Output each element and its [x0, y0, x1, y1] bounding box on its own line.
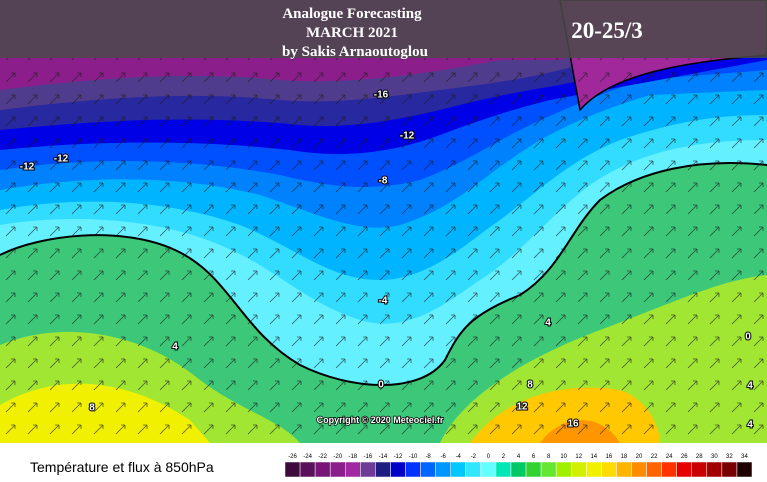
contour-label: -12: [20, 162, 35, 173]
colorbar-cell: [495, 461, 512, 478]
colorbar-cell: [390, 461, 406, 478]
colorbar-cell: [299, 461, 316, 478]
colorbar-tick: -20: [333, 454, 342, 460]
colorbar-tick: 30: [711, 454, 718, 460]
contour-label: -12: [400, 131, 415, 142]
colorbar-cell: [736, 461, 753, 478]
colorbar-cell: [631, 461, 647, 478]
contour-label: 12: [516, 402, 528, 413]
colorbar-tick: 26: [681, 454, 688, 460]
contour-label: 4: [747, 381, 753, 392]
copyright: Copyright © 2020 Meteociel.fr: [317, 415, 444, 425]
colorbar-cell: [661, 461, 677, 478]
colorbar-tick: -16: [364, 454, 373, 460]
colorbar-cell: [375, 461, 391, 478]
colorbar-tick: -2: [471, 454, 477, 460]
colorbar-tick: 8: [547, 454, 551, 460]
colorbar-cell: [555, 461, 572, 478]
colorbar-cell: [510, 461, 527, 478]
title: Analogue Forecasting: [282, 6, 422, 22]
contour-label: -4: [379, 296, 388, 307]
contour-label: 16: [567, 419, 579, 430]
colorbar-tick: -22: [318, 454, 327, 460]
colorbar-tick: -14: [379, 454, 388, 460]
colorbar-cell: [616, 461, 632, 478]
colorbar: -26 -24 -22 -20 -18 -16 -14 -12 -10 -8 -6 -4 -2 0 2 4 6 8…: [284, 454, 753, 478]
colorbar-tick: -12: [394, 454, 403, 460]
colorbar-cell: [706, 461, 723, 478]
colorbar-tick: 22: [651, 454, 658, 460]
colorbar-cell: [586, 461, 602, 478]
contour-label: 8: [527, 380, 533, 391]
colorbar-tick: 28: [696, 454, 703, 460]
colorbar-tick: -4: [456, 454, 462, 460]
colorbar-tick: 14: [590, 454, 597, 460]
temperature-map: [0, 0, 767, 443]
colorbar-cell: [480, 461, 497, 478]
colorbar-cell: [525, 461, 542, 478]
colorbar-cell: [646, 461, 662, 478]
colorbar-cell: [345, 461, 361, 478]
colorbar-tick: 16: [606, 454, 613, 460]
colorbar-cell: [691, 461, 708, 478]
colorbar-cell: [570, 461, 587, 478]
colorbar-tick: 10: [560, 454, 567, 460]
colorbar-cell: [540, 461, 557, 478]
colorbar-tick: -26: [288, 454, 297, 460]
contour-label: -12: [54, 154, 69, 165]
colorbar-cell: [450, 461, 467, 478]
colorbar-cell: [329, 461, 346, 478]
colorbar-cell: [435, 461, 451, 478]
colorbar-cell: [314, 461, 331, 478]
contour-label: 0: [745, 332, 751, 343]
contour-label: 8: [89, 403, 95, 414]
contour-label: 4: [747, 420, 753, 431]
period: 20-25/3: [571, 18, 643, 43]
colorbar-tick: 6: [532, 454, 536, 460]
colorbar-cell: [676, 461, 692, 478]
colorbar-tick: -6: [441, 454, 447, 460]
colorbar-tick: 34: [741, 454, 748, 460]
colorbar-tick: -8: [425, 454, 431, 460]
colorbar-tick: 0: [487, 454, 491, 460]
contour-label: -8: [379, 176, 388, 187]
subtitle: MARCH 2021: [306, 25, 398, 41]
colorbar-cell: [721, 461, 738, 478]
contour-label: 4: [545, 318, 551, 329]
colorbar-tick: 32: [726, 454, 733, 460]
colorbar-tick: 18: [621, 454, 628, 460]
colorbar-tick: 12: [575, 454, 582, 460]
contour-label: 4: [172, 342, 178, 353]
colorbar-cell: [405, 461, 421, 478]
wind-arrows: [0, 58, 767, 443]
colorbar-tick: 4: [517, 454, 521, 460]
contour-label: 0: [378, 380, 384, 391]
colorbar-cell: [360, 461, 376, 478]
contour-labels: -16 -12 -12 -12 -8 -4 0 4 4 8 8 12 16 0 4 4: [19, 89, 754, 432]
colorbar-tick: -10: [409, 454, 418, 460]
colorbar-tick: -24: [303, 454, 312, 460]
colorbar-tick: 24: [666, 454, 673, 460]
colorbar-cell: [284, 461, 301, 478]
colorbar-cell: [465, 461, 482, 478]
colorbar-cell: [420, 461, 436, 478]
colorbar-cell: [601, 461, 617, 478]
colorbar-tick: 2: [502, 454, 506, 460]
legend-title: Température et flux à 850hPa: [30, 459, 214, 475]
colorbar-tick: 20: [636, 454, 643, 460]
header-bar: [0, 0, 767, 58]
contour-label: -16: [374, 90, 389, 101]
colorbar-tick: -18: [348, 454, 357, 460]
author: by Sakis Arnaoutoglou: [282, 44, 428, 60]
